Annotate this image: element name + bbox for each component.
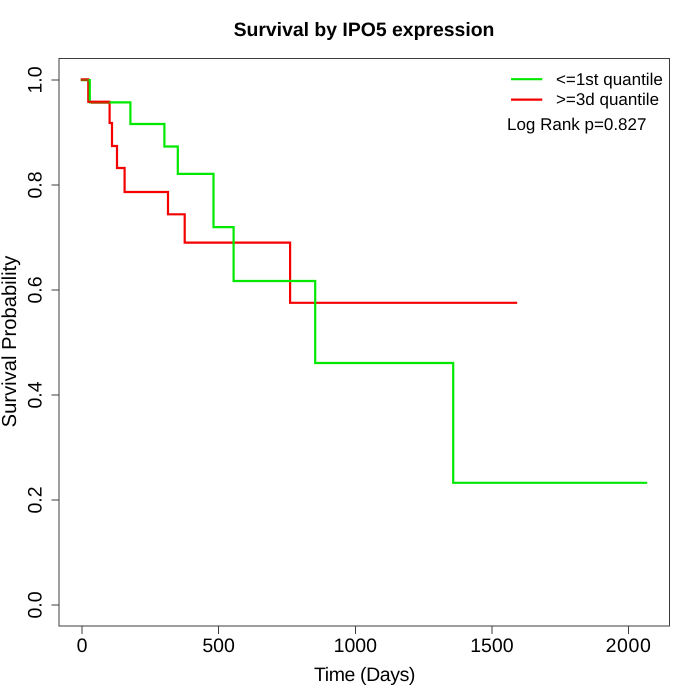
svg-text:Log Rank p=0.827: Log Rank p=0.827 — [507, 115, 646, 134]
svg-text:0.2: 0.2 — [25, 486, 47, 513]
svg-text:<=1st quantile: <=1st quantile — [556, 70, 663, 89]
svg-text:2000: 2000 — [606, 635, 652, 657]
svg-text:>=3d quantile: >=3d quantile — [556, 90, 659, 109]
svg-text:Survival Probability: Survival Probability — [0, 255, 21, 428]
svg-text:1000: 1000 — [334, 635, 378, 657]
svg-text:0: 0 — [77, 635, 88, 657]
svg-text:Time (Days): Time (Days) — [314, 664, 415, 686]
svg-text:Survival by IPO5 expression: Survival by IPO5 expression — [234, 19, 495, 41]
svg-text:1.0: 1.0 — [25, 66, 47, 93]
svg-text:1500: 1500 — [470, 635, 514, 657]
svg-text:500: 500 — [202, 635, 235, 657]
svg-text:0.8: 0.8 — [25, 171, 47, 198]
svg-text:0.4: 0.4 — [25, 381, 47, 408]
svg-text:0.0: 0.0 — [25, 591, 47, 618]
svg-text:0.6: 0.6 — [25, 276, 47, 303]
